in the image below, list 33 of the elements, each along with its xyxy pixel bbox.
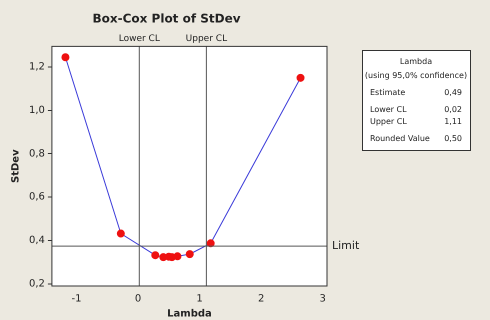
point [116,230,125,238]
text: 0,49 [444,88,462,98]
y-tick-label: 0,6 [28,192,45,203]
text: Estimate [370,88,406,98]
ref-line-label: Lower CL [118,34,160,44]
ref-line-label: Limit [332,238,360,252]
y-tick-label: 0,2 [28,278,45,290]
x-tick-label: 0 [134,294,142,305]
y-tick-label: 1,0 [28,104,45,116]
y-axis-title: StDev [10,148,22,183]
point [173,252,182,260]
point [186,250,194,258]
text: 0,02 [444,105,462,114]
point [151,251,160,260]
y-tick-label: 1,2 [28,62,45,73]
x-axis-title: Lambda [167,308,212,320]
point [61,53,70,62]
chart-title: Box-Cox Plot of StDev [92,11,241,26]
x-tick-label: 3 [320,294,326,305]
text: Upper CL [370,117,408,126]
text: Rounded Value [370,134,430,144]
x-tick-label: 1 [196,294,203,305]
point [296,74,305,82]
ref-line-label: Upper CL [186,34,228,44]
x-tick-label: -1 [72,294,82,305]
y-tick-label: 0,4 [28,235,45,246]
text: 1,11 [444,117,462,126]
text: 0,50 [444,134,462,144]
y-tick-label: 0,8 [28,148,45,160]
x-tick-label: 2 [258,294,264,305]
text: Lower CL [370,105,408,114]
text: Lambda [400,57,432,66]
text: (using 95,0% confidence) [364,71,468,80]
